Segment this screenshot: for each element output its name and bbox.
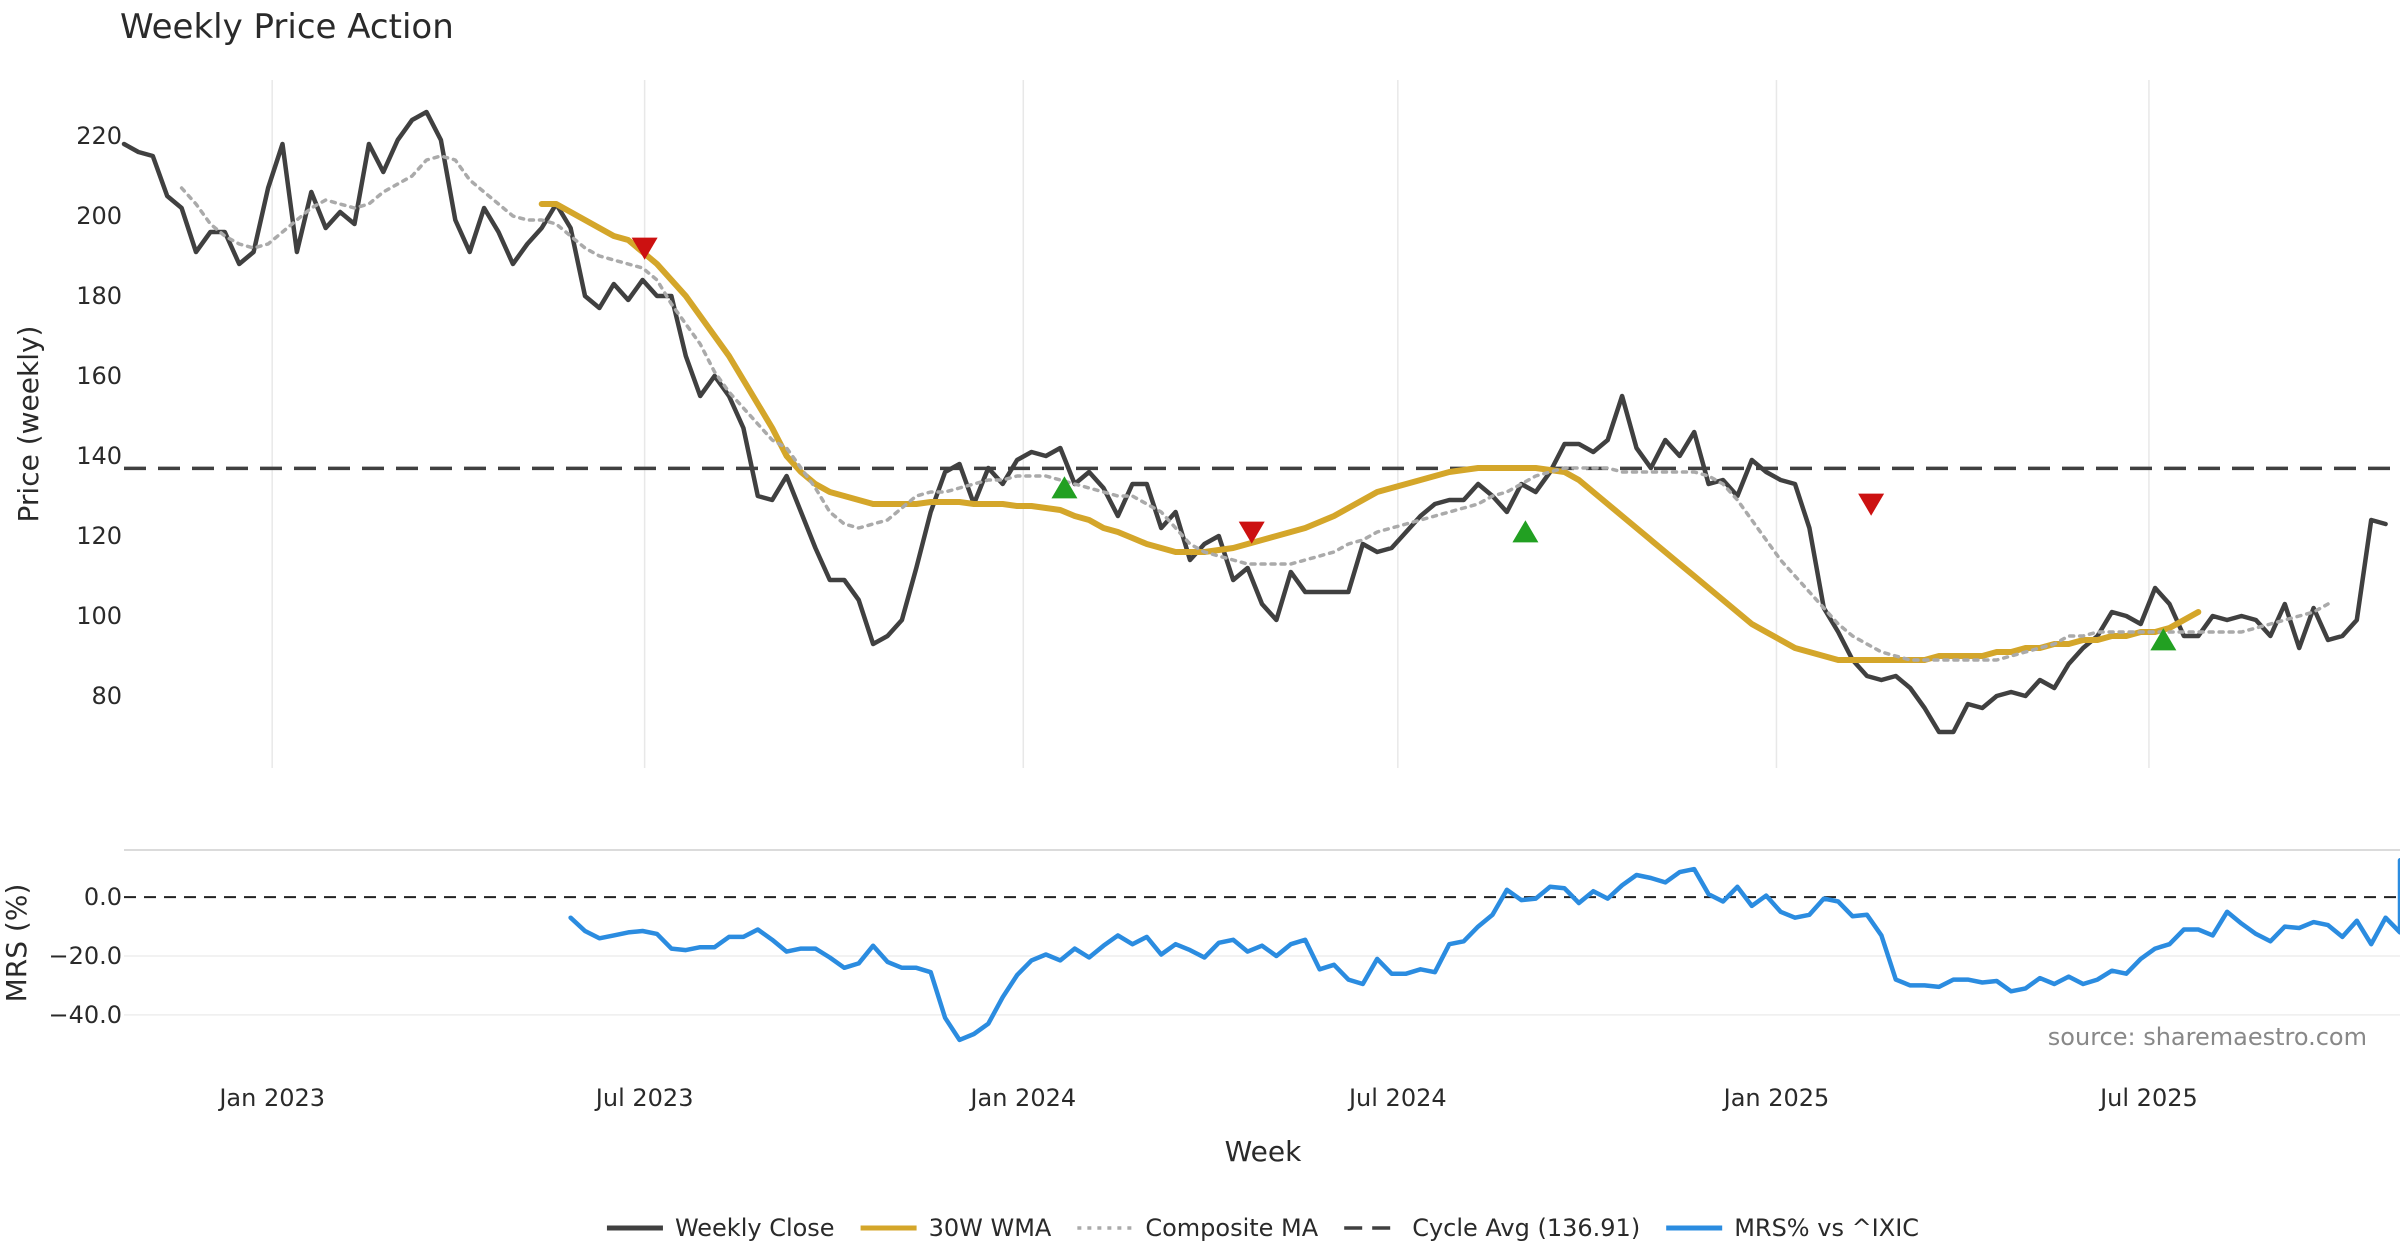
legend: Weekly Close 30W WMA Composite MA Cycle Avg… bbox=[606, 1214, 1919, 1242]
series-weekly-close bbox=[121, 109, 2388, 735]
y-tick-label-upper: 140 bbox=[76, 442, 122, 470]
y-tick-label-lower: −20.0 bbox=[48, 942, 122, 970]
sell-signal-marker bbox=[1858, 493, 1885, 516]
y-axis-title-upper: Price (weekly) bbox=[12, 326, 45, 523]
x-axis-title: Week bbox=[1225, 1135, 1302, 1168]
legend-label: Composite MA bbox=[1145, 1214, 1318, 1242]
y-tick-label-upper: 220 bbox=[76, 122, 122, 150]
x-tick-label: Jan 2023 bbox=[217, 1084, 325, 1112]
y-tick-label-upper: 180 bbox=[76, 282, 122, 310]
x-tick-label: Jan 2024 bbox=[968, 1084, 1076, 1112]
legend-label: 30W WMA bbox=[929, 1214, 1052, 1242]
buy-signal-marker bbox=[1512, 520, 1539, 543]
y-tick-label-lower: −40.0 bbox=[48, 1001, 122, 1029]
series-30w-wma bbox=[538, 201, 2202, 663]
reference-lines bbox=[124, 466, 2400, 899]
y-tick-label-upper: 200 bbox=[76, 202, 122, 230]
legend-label: Weekly Close bbox=[675, 1214, 835, 1242]
series-composite-ma bbox=[179, 154, 2330, 662]
x-tick-label: Jul 2024 bbox=[1347, 1084, 1447, 1112]
x-tick-label: Jan 2025 bbox=[1722, 1084, 1830, 1112]
y-tick-label-upper: 120 bbox=[76, 522, 122, 550]
sell-signal-marker bbox=[1238, 521, 1265, 544]
x-tick-label: Jul 2023 bbox=[594, 1084, 694, 1112]
sell-signal-marker bbox=[631, 237, 658, 260]
signal-markers bbox=[631, 237, 2177, 651]
legend-label: MRS% vs ^IXIC bbox=[1734, 1214, 1919, 1242]
chart-title: Weekly Price Action bbox=[120, 7, 454, 47]
legend-label: Cycle Avg (136.91) bbox=[1412, 1214, 1640, 1242]
series-layer bbox=[121, 109, 2400, 1043]
source-note: source: sharemaestro.com bbox=[2048, 1023, 2367, 1051]
buy-signal-marker bbox=[1051, 476, 1078, 499]
grid-layer bbox=[124, 80, 2400, 1016]
x-tick-label: Jul 2025 bbox=[2098, 1084, 2198, 1112]
y-tick-label-upper: 160 bbox=[76, 362, 122, 390]
y-axis-title-lower: MRS (%) bbox=[0, 884, 33, 1003]
y-tick-label-upper: 100 bbox=[76, 602, 122, 630]
buy-signal-marker bbox=[2150, 628, 2177, 651]
series-mrs-vs-ixic bbox=[568, 858, 2400, 1043]
axis-layer: Jan 2023 Jul 2023 Jan 2024 Jul 2024 Jan 2025… bbox=[48, 122, 2197, 1112]
y-tick-label-lower: 0.0 bbox=[84, 883, 122, 911]
y-tick-label-upper: 80 bbox=[91, 682, 122, 710]
